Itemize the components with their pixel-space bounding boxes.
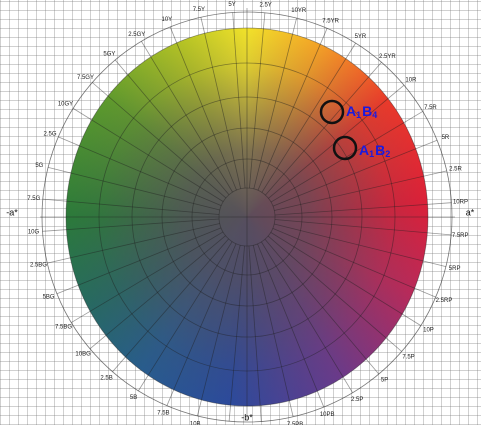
hue-line bbox=[47, 223, 220, 264]
hue-line bbox=[272, 139, 438, 207]
hue-label: 5BG bbox=[43, 294, 55, 300]
hue-line bbox=[58, 136, 222, 207]
hue-line bbox=[274, 219, 452, 236]
hue-line bbox=[257, 28, 328, 191]
lightness-shade bbox=[66, 28, 428, 406]
axis-label: -b* bbox=[241, 412, 253, 422]
hue-label: 2.5Y bbox=[259, 2, 271, 8]
hue-label: 5GY bbox=[103, 51, 115, 57]
letter: B bbox=[375, 142, 385, 158]
annotation: A1B4 bbox=[346, 103, 377, 121]
hue-line bbox=[169, 26, 237, 191]
hue-label: 2.5BG bbox=[30, 262, 47, 268]
hue-label: 5YR bbox=[355, 34, 367, 40]
axis-label: -a* bbox=[6, 207, 18, 217]
hue-label: 7.5RP bbox=[452, 233, 469, 239]
hue-label: 10G bbox=[28, 229, 40, 235]
hue-line bbox=[72, 108, 224, 202]
hue-label: 7.5R bbox=[424, 105, 437, 111]
hue-line bbox=[42, 218, 220, 232]
hue-label: 5Y bbox=[228, 2, 235, 8]
marker-circle bbox=[319, 99, 345, 125]
hue-line bbox=[228, 245, 245, 422]
hue-label: 2.5GY bbox=[128, 32, 145, 38]
hue-line bbox=[47, 167, 220, 211]
hue-line bbox=[264, 238, 380, 375]
hue-label: 10RP bbox=[453, 200, 468, 206]
hue-line bbox=[270, 111, 423, 203]
hue-label: 2.5RP bbox=[436, 298, 453, 304]
hue-line bbox=[274, 202, 452, 216]
subscript: 1 bbox=[369, 149, 374, 159]
hue-line bbox=[253, 17, 297, 189]
hue-label: 10PB bbox=[320, 412, 335, 418]
hue-line bbox=[92, 82, 227, 199]
hue-label: 10R bbox=[405, 78, 417, 84]
hue-line bbox=[257, 243, 325, 408]
hue-label: 2.5B bbox=[100, 375, 112, 381]
hue-line bbox=[138, 241, 233, 392]
hue-line bbox=[252, 245, 294, 417]
hue-label: 7.5PB bbox=[287, 422, 303, 425]
hue-label: 2.5P bbox=[351, 397, 363, 403]
hue-line bbox=[261, 42, 356, 193]
hue-label: 10GY bbox=[58, 102, 73, 108]
hue-label: 10P bbox=[423, 327, 434, 333]
letter: B bbox=[362, 103, 372, 119]
hue-label: 7.5BG bbox=[55, 324, 72, 330]
subscript: 1 bbox=[356, 110, 361, 120]
hue-label: 7.5GY bbox=[77, 75, 94, 81]
annotation: A1B2 bbox=[359, 142, 390, 160]
hue-label: 7.5G bbox=[27, 196, 40, 202]
hue-line bbox=[265, 62, 382, 196]
hue-label: 10YR bbox=[291, 8, 307, 14]
hue-line bbox=[89, 235, 226, 350]
hue-line bbox=[232, 12, 246, 189]
subscript: 2 bbox=[385, 149, 390, 159]
hue-line bbox=[261, 241, 353, 393]
hue-label: 2.5G bbox=[44, 131, 57, 137]
hue-label: 2.5R bbox=[449, 167, 462, 173]
hue-label: 5G bbox=[35, 163, 43, 169]
hue-label: 10Y bbox=[161, 17, 172, 23]
letter: A bbox=[359, 142, 369, 158]
hue-line bbox=[272, 227, 436, 298]
axis-label: a* bbox=[466, 207, 475, 217]
hue-label: 2.5YR bbox=[379, 54, 396, 60]
hue-label: 10BG bbox=[75, 351, 91, 357]
hue-label: 7.5B bbox=[157, 411, 169, 417]
hue-line bbox=[112, 238, 229, 372]
hue-line bbox=[274, 223, 447, 267]
marker-circle bbox=[332, 135, 358, 161]
hue-line bbox=[166, 243, 237, 406]
hue-label: 5R bbox=[442, 135, 450, 141]
hue-label: 7.5Y bbox=[193, 7, 205, 13]
hue-label: 10B bbox=[190, 421, 201, 425]
hue-label: 5RP bbox=[449, 266, 461, 272]
hue-line bbox=[114, 59, 230, 196]
wheel-grid bbox=[40, 8, 455, 423]
hue-line bbox=[267, 235, 402, 352]
hue-label: 7.5P bbox=[402, 354, 414, 360]
subscript: 4 bbox=[372, 110, 377, 120]
hue-line bbox=[270, 232, 422, 326]
hue-line bbox=[248, 245, 262, 422]
hue-line bbox=[274, 170, 447, 211]
hue-label: 5P bbox=[381, 378, 388, 384]
hue-line bbox=[200, 17, 242, 189]
letter: A bbox=[346, 103, 356, 119]
hue-line bbox=[141, 41, 233, 193]
hue-line bbox=[56, 227, 222, 295]
hue-line bbox=[42, 198, 220, 215]
hue-label: 7.5YR bbox=[322, 19, 339, 25]
hue-line bbox=[197, 245, 241, 417]
hue-line bbox=[249, 12, 266, 189]
hue-line bbox=[71, 231, 224, 323]
hue-label: 5B bbox=[130, 395, 137, 401]
